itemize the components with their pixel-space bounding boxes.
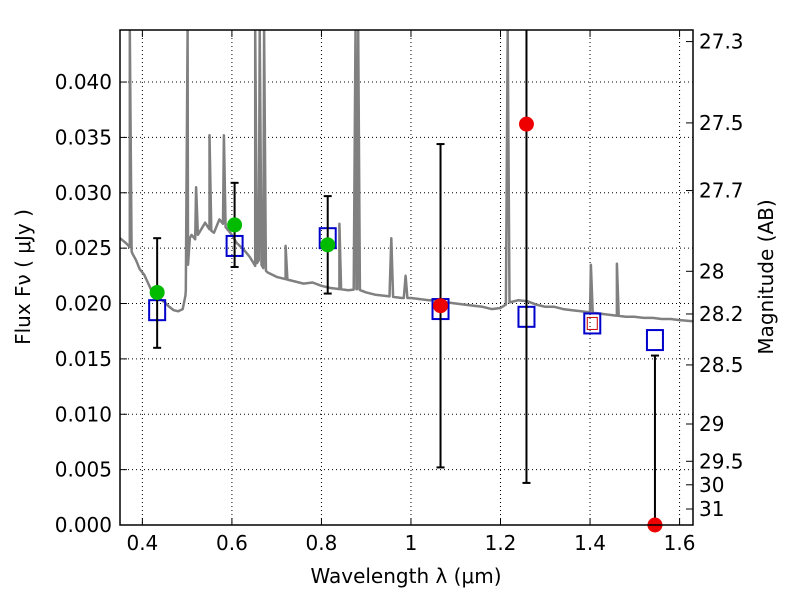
y-tick-label: 0.030 xyxy=(55,181,112,205)
green-data-point xyxy=(320,237,336,253)
mag-tick-label: 28.2 xyxy=(699,302,744,326)
plot-frame xyxy=(119,29,694,526)
y-tick-label: 0.015 xyxy=(55,347,112,371)
red-data-point xyxy=(518,116,534,132)
grid xyxy=(120,30,693,526)
green-data-point xyxy=(227,217,243,233)
mag-tick-label: 29.5 xyxy=(699,449,744,473)
y-tick-label: 0.035 xyxy=(55,125,112,149)
y-tick-label: 0.000 xyxy=(55,513,112,537)
mag-tick-label: 28.5 xyxy=(699,353,744,377)
y-tick-label: 0.020 xyxy=(55,292,112,316)
model-flux-box-inner xyxy=(586,316,598,330)
mag-tick-label: 29 xyxy=(699,412,724,436)
plot-area xyxy=(120,30,693,323)
y-tick-label: 0.010 xyxy=(55,402,112,426)
x-axis-label: Wavelength λ (μm) xyxy=(310,564,501,588)
model-flux-box xyxy=(583,312,602,335)
y-tick-label: 0.025 xyxy=(55,236,112,260)
mag-tick-label: 27.5 xyxy=(699,111,744,135)
x-tick-label: 0.6 xyxy=(216,531,248,555)
mag-tick-label: 27.3 xyxy=(699,30,744,54)
x-tick-label: 1.6 xyxy=(664,531,696,555)
x-tick-label: 1.2 xyxy=(485,531,517,555)
model-flux-box xyxy=(645,329,664,352)
x-tick-label: 1 xyxy=(405,531,418,555)
mag-tick-label: 27.7 xyxy=(699,179,744,203)
mag-tick-label: 31 xyxy=(699,497,724,521)
sed-model-line xyxy=(120,30,693,323)
x-tick-label: 0.8 xyxy=(306,531,338,555)
green-data-point xyxy=(149,284,165,300)
red-data-point xyxy=(433,298,449,314)
y2-axis-label: Magnitude (AB) xyxy=(754,199,778,354)
x-tick-label: 0.4 xyxy=(126,531,158,555)
y-tick-label: 0.005 xyxy=(55,458,112,482)
ticks: 0.4 0.6 0.8 1 1.2 1.4 1.6 0.000 0.005 0.010 0.015 0… xyxy=(55,30,744,555)
y-axis-label: Flux Fν ( μJy ) xyxy=(11,209,35,345)
y-tick-label: 0.040 xyxy=(55,70,112,94)
x-tick-label: 1.4 xyxy=(574,531,606,555)
mag-tick-label: 30 xyxy=(699,473,724,497)
marker-layer xyxy=(148,30,664,533)
mag-tick-label: 28 xyxy=(699,259,724,283)
